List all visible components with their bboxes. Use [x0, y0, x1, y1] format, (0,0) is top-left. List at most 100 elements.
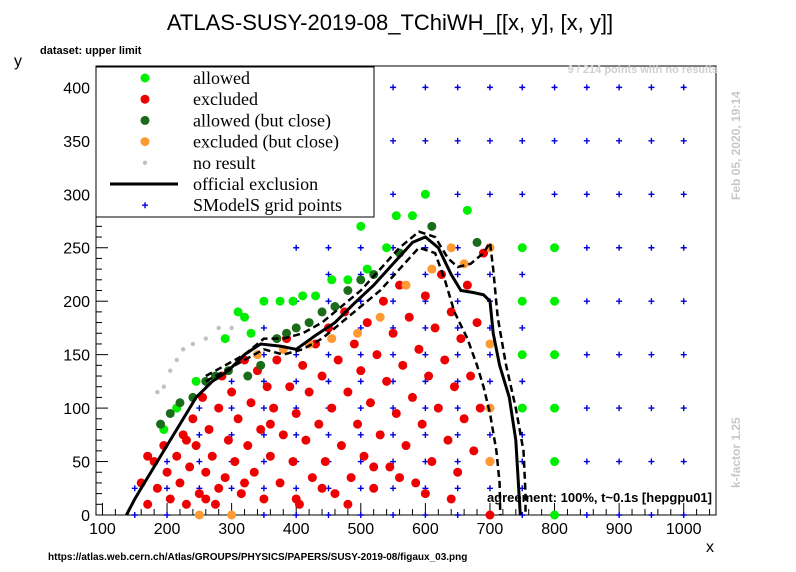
- excluded-marker: [214, 483, 224, 493]
- excluded-marker: [223, 435, 233, 445]
- excluded-marker: [210, 499, 220, 509]
- grid-point-marker: [357, 351, 364, 358]
- grid-point-marker: [422, 351, 429, 358]
- grid-point-marker: [648, 458, 655, 465]
- grid-point-marker: [422, 84, 429, 91]
- allowed-marker: [327, 275, 337, 285]
- excluded-marker: [298, 360, 308, 370]
- x-tick-label: 700: [477, 521, 504, 538]
- grid-point-marker: [260, 405, 267, 412]
- excluded-marker: [317, 371, 327, 381]
- excluded-marker: [317, 483, 327, 493]
- grid-point-marker: [390, 512, 397, 518]
- grid-point-marker: [293, 512, 300, 518]
- grid-point-marker: [260, 324, 267, 331]
- excluded-marker: [188, 414, 198, 424]
- y-tick-label: 200: [63, 294, 90, 311]
- excluded-marker: [256, 424, 266, 434]
- excluded-marker: [349, 339, 359, 349]
- grid-point-marker: [616, 137, 623, 144]
- excluded-marker: [472, 318, 482, 328]
- grid-point-marker: [454, 191, 461, 198]
- grid-point-marker: [422, 137, 429, 144]
- excluded-marker: [395, 280, 405, 290]
- allowed-close-marker: [243, 371, 253, 381]
- allowed-marker: [343, 275, 353, 285]
- allowed-marker: [517, 243, 527, 253]
- allowed-close-marker: [472, 237, 482, 247]
- excluded-marker: [259, 494, 269, 504]
- grid-point-marker: [422, 512, 429, 518]
- excluded-marker: [343, 387, 353, 397]
- grid-point-marker: [422, 271, 429, 278]
- grid-point-marker: [583, 191, 590, 198]
- grid-point-marker: [164, 485, 171, 492]
- legend-swatch-excluded_close: [140, 137, 150, 147]
- excluded-marker: [404, 312, 414, 322]
- grid-point-marker: [616, 405, 623, 412]
- excluded-marker: [181, 435, 191, 445]
- excluded-marker: [220, 473, 230, 483]
- no-result-marker: [174, 357, 179, 363]
- legend-label-excluded: excluded: [193, 89, 258, 109]
- grid-point-marker: [196, 431, 203, 438]
- grid-point-marker: [616, 458, 623, 465]
- excluded-marker: [336, 441, 346, 451]
- y-tick-label: 300: [63, 187, 90, 204]
- allowed-marker: [382, 243, 392, 253]
- excluded-marker: [204, 424, 214, 434]
- grid-point-marker: [486, 431, 493, 438]
- grid-point-marker: [357, 324, 364, 331]
- allowed-marker: [550, 510, 560, 520]
- excluded-marker: [185, 462, 195, 472]
- x-tick-label: 400: [283, 521, 310, 538]
- allowed-marker: [298, 291, 308, 301]
- grid-point-marker: [583, 405, 590, 412]
- excluded-marker: [433, 403, 443, 413]
- allowed-marker: [550, 403, 560, 413]
- excluded-marker: [440, 355, 450, 365]
- excluded-marker: [301, 435, 311, 445]
- excluded-close-marker: [401, 280, 411, 290]
- allowed-close-marker: [317, 307, 327, 317]
- grid-point-marker: [519, 324, 526, 331]
- excluded-marker: [346, 473, 356, 483]
- allowed-marker: [550, 296, 560, 306]
- grid-point-marker: [260, 458, 267, 465]
- dataset-label: dataset: upper limit: [40, 45, 142, 57]
- excluded-marker: [207, 451, 217, 461]
- excluded-marker: [249, 467, 259, 477]
- grid-point-marker: [583, 458, 590, 465]
- excluded-marker: [382, 376, 392, 386]
- x-tick-label: 600: [412, 521, 439, 538]
- allowed-marker: [420, 189, 430, 199]
- grid-point-marker: [680, 84, 687, 91]
- excluded-marker: [191, 441, 201, 451]
- excluded-marker: [314, 419, 324, 429]
- excluded-marker: [291, 408, 301, 418]
- grid-point-marker: [680, 191, 687, 198]
- allowed-close-marker: [330, 302, 340, 312]
- grid-point-marker: [648, 137, 655, 144]
- official-exclusion-lower-band: [205, 246, 502, 516]
- grid-point-marker: [583, 244, 590, 251]
- x-axis-label: x: [706, 539, 714, 556]
- grid-point-marker: [325, 431, 332, 438]
- allowed-marker: [233, 307, 243, 317]
- grid-point-marker: [680, 351, 687, 358]
- excluded-marker: [269, 403, 279, 413]
- legend-swatch-no_result: [142, 160, 148, 165]
- x-tick-label: 500: [347, 521, 374, 538]
- y-tick-label: 250: [63, 241, 90, 258]
- k-factor: k-factor 1.25: [729, 417, 743, 488]
- excluded-marker: [475, 403, 485, 413]
- excluded-marker: [456, 334, 466, 344]
- excluded-marker: [330, 489, 340, 499]
- grid-point-marker: [583, 137, 590, 144]
- excluded-marker: [243, 441, 253, 451]
- grid-point-marker: [293, 431, 300, 438]
- excluded-marker: [449, 382, 459, 392]
- allowed-marker: [220, 334, 230, 344]
- grid-point-marker: [390, 431, 397, 438]
- allowed-marker: [407, 211, 417, 221]
